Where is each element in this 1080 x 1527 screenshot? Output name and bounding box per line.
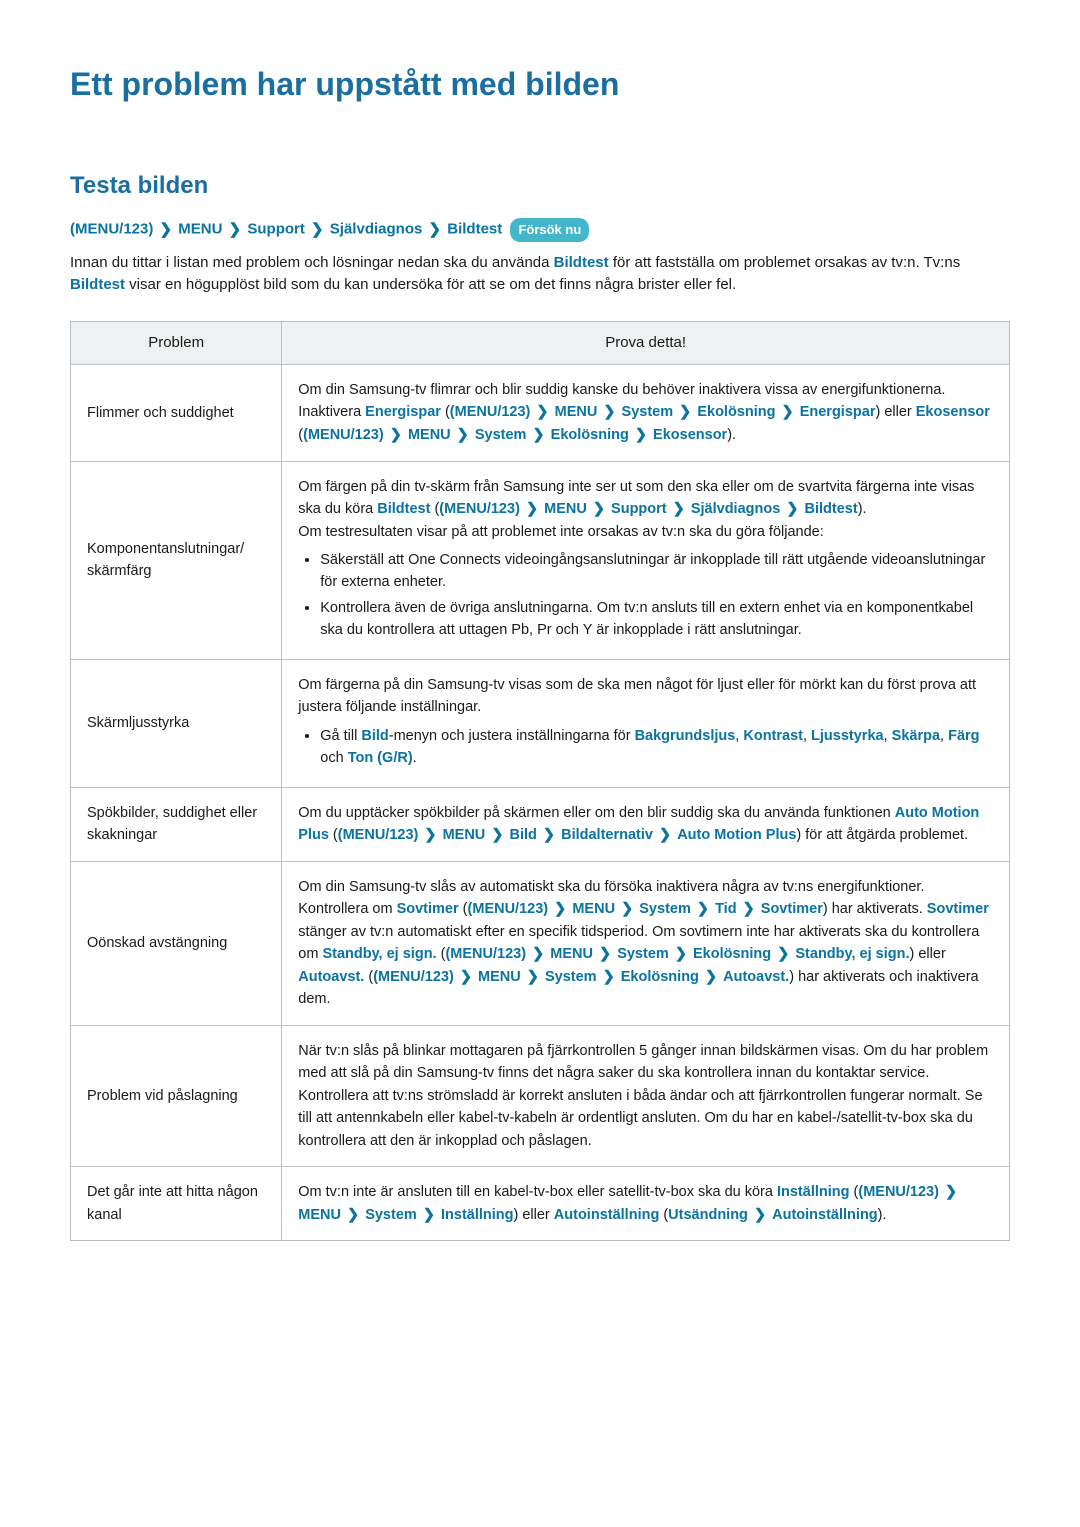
- menu-part: Bildtest: [447, 221, 502, 238]
- table-row: Komponentanslutningar/ skärmfärg Om färg…: [71, 461, 1010, 659]
- menu-part: MENU: [178, 221, 222, 238]
- section-heading: Testa bilden: [70, 168, 1010, 204]
- table-row: Problem vid påslagning När tv:n slås på …: [71, 1025, 1010, 1166]
- problem-cell: Flimmer och suddighet: [71, 365, 282, 462]
- problem-cell: Spökbilder, suddighet eller skakningar: [71, 787, 282, 861]
- menu-part: Självdiagnos: [330, 221, 423, 238]
- chevron-icon: ❯: [429, 219, 442, 242]
- chevron-icon: ❯: [160, 219, 173, 242]
- table-row: Flimmer och suddighet Om din Samsung-tv …: [71, 365, 1010, 462]
- menu-part: (MENU/123): [70, 221, 153, 238]
- table-row: Spökbilder, suddighet eller skakningar O…: [71, 787, 1010, 861]
- chevron-icon: ❯: [311, 219, 324, 242]
- list-item: Kontrollera även de övriga anslutningarn…: [320, 597, 993, 642]
- bullet-list: Säkerställ att One Connects videoingångs…: [298, 549, 993, 642]
- problem-cell: Problem vid påslagning: [71, 1025, 282, 1166]
- page-title: Ett problem har uppstått med bilden: [70, 60, 1010, 108]
- solution-cell: Om färgerna på din Samsung-tv visas som …: [282, 659, 1010, 787]
- list-item: Gå till Bild-menyn och justera inställni…: [320, 725, 993, 770]
- chevron-icon: ❯: [229, 219, 242, 242]
- problem-cell: Det går inte att hitta någon kanal: [71, 1167, 282, 1241]
- term: Bildtest: [70, 276, 125, 293]
- solution-cell: Om färgen på din tv-skärm från Samsung i…: [282, 461, 1010, 659]
- problem-cell: Skärmljusstyrka: [71, 659, 282, 787]
- col-header-problem: Problem: [71, 321, 282, 365]
- problem-cell: Komponentanslutningar/ skärmfärg: [71, 461, 282, 659]
- problem-cell: Oönskad avstängning: [71, 861, 282, 1025]
- solution-cell: Om tv:n inte är ansluten till en kabel-t…: [282, 1167, 1010, 1241]
- intro-paragraph: Innan du tittar i listan med problem och…: [70, 252, 1010, 297]
- table-row: Det går inte att hitta någon kanal Om tv…: [71, 1167, 1010, 1241]
- troubleshooting-table: Problem Prova detta! Flimmer och suddigh…: [70, 321, 1010, 1242]
- bullet-list: Gå till Bild-menyn och justera inställni…: [298, 725, 993, 770]
- table-row: Skärmljusstyrka Om färgerna på din Samsu…: [71, 659, 1010, 787]
- solution-cell: Om du upptäcker spökbilder på skärmen el…: [282, 787, 1010, 861]
- list-item: Säkerställ att One Connects videoingångs…: [320, 549, 993, 594]
- menu-path: (MENU/123) ❯ MENU ❯ Support ❯ Självdiagn…: [70, 218, 1010, 242]
- solution-cell: Om din Samsung-tv slås av automatiskt sk…: [282, 861, 1010, 1025]
- term: Bildtest: [554, 254, 609, 271]
- table-row: Oönskad avstängning Om din Samsung-tv sl…: [71, 861, 1010, 1025]
- solution-cell: När tv:n slås på blinkar mottagaren på f…: [282, 1025, 1010, 1166]
- menu-part: Support: [247, 221, 305, 238]
- solution-cell: Om din Samsung-tv flimrar och blir suddi…: [282, 365, 1010, 462]
- try-now-badge[interactable]: Försök nu: [510, 218, 589, 242]
- table-header-row: Problem Prova detta!: [71, 321, 1010, 365]
- col-header-try: Prova detta!: [282, 321, 1010, 365]
